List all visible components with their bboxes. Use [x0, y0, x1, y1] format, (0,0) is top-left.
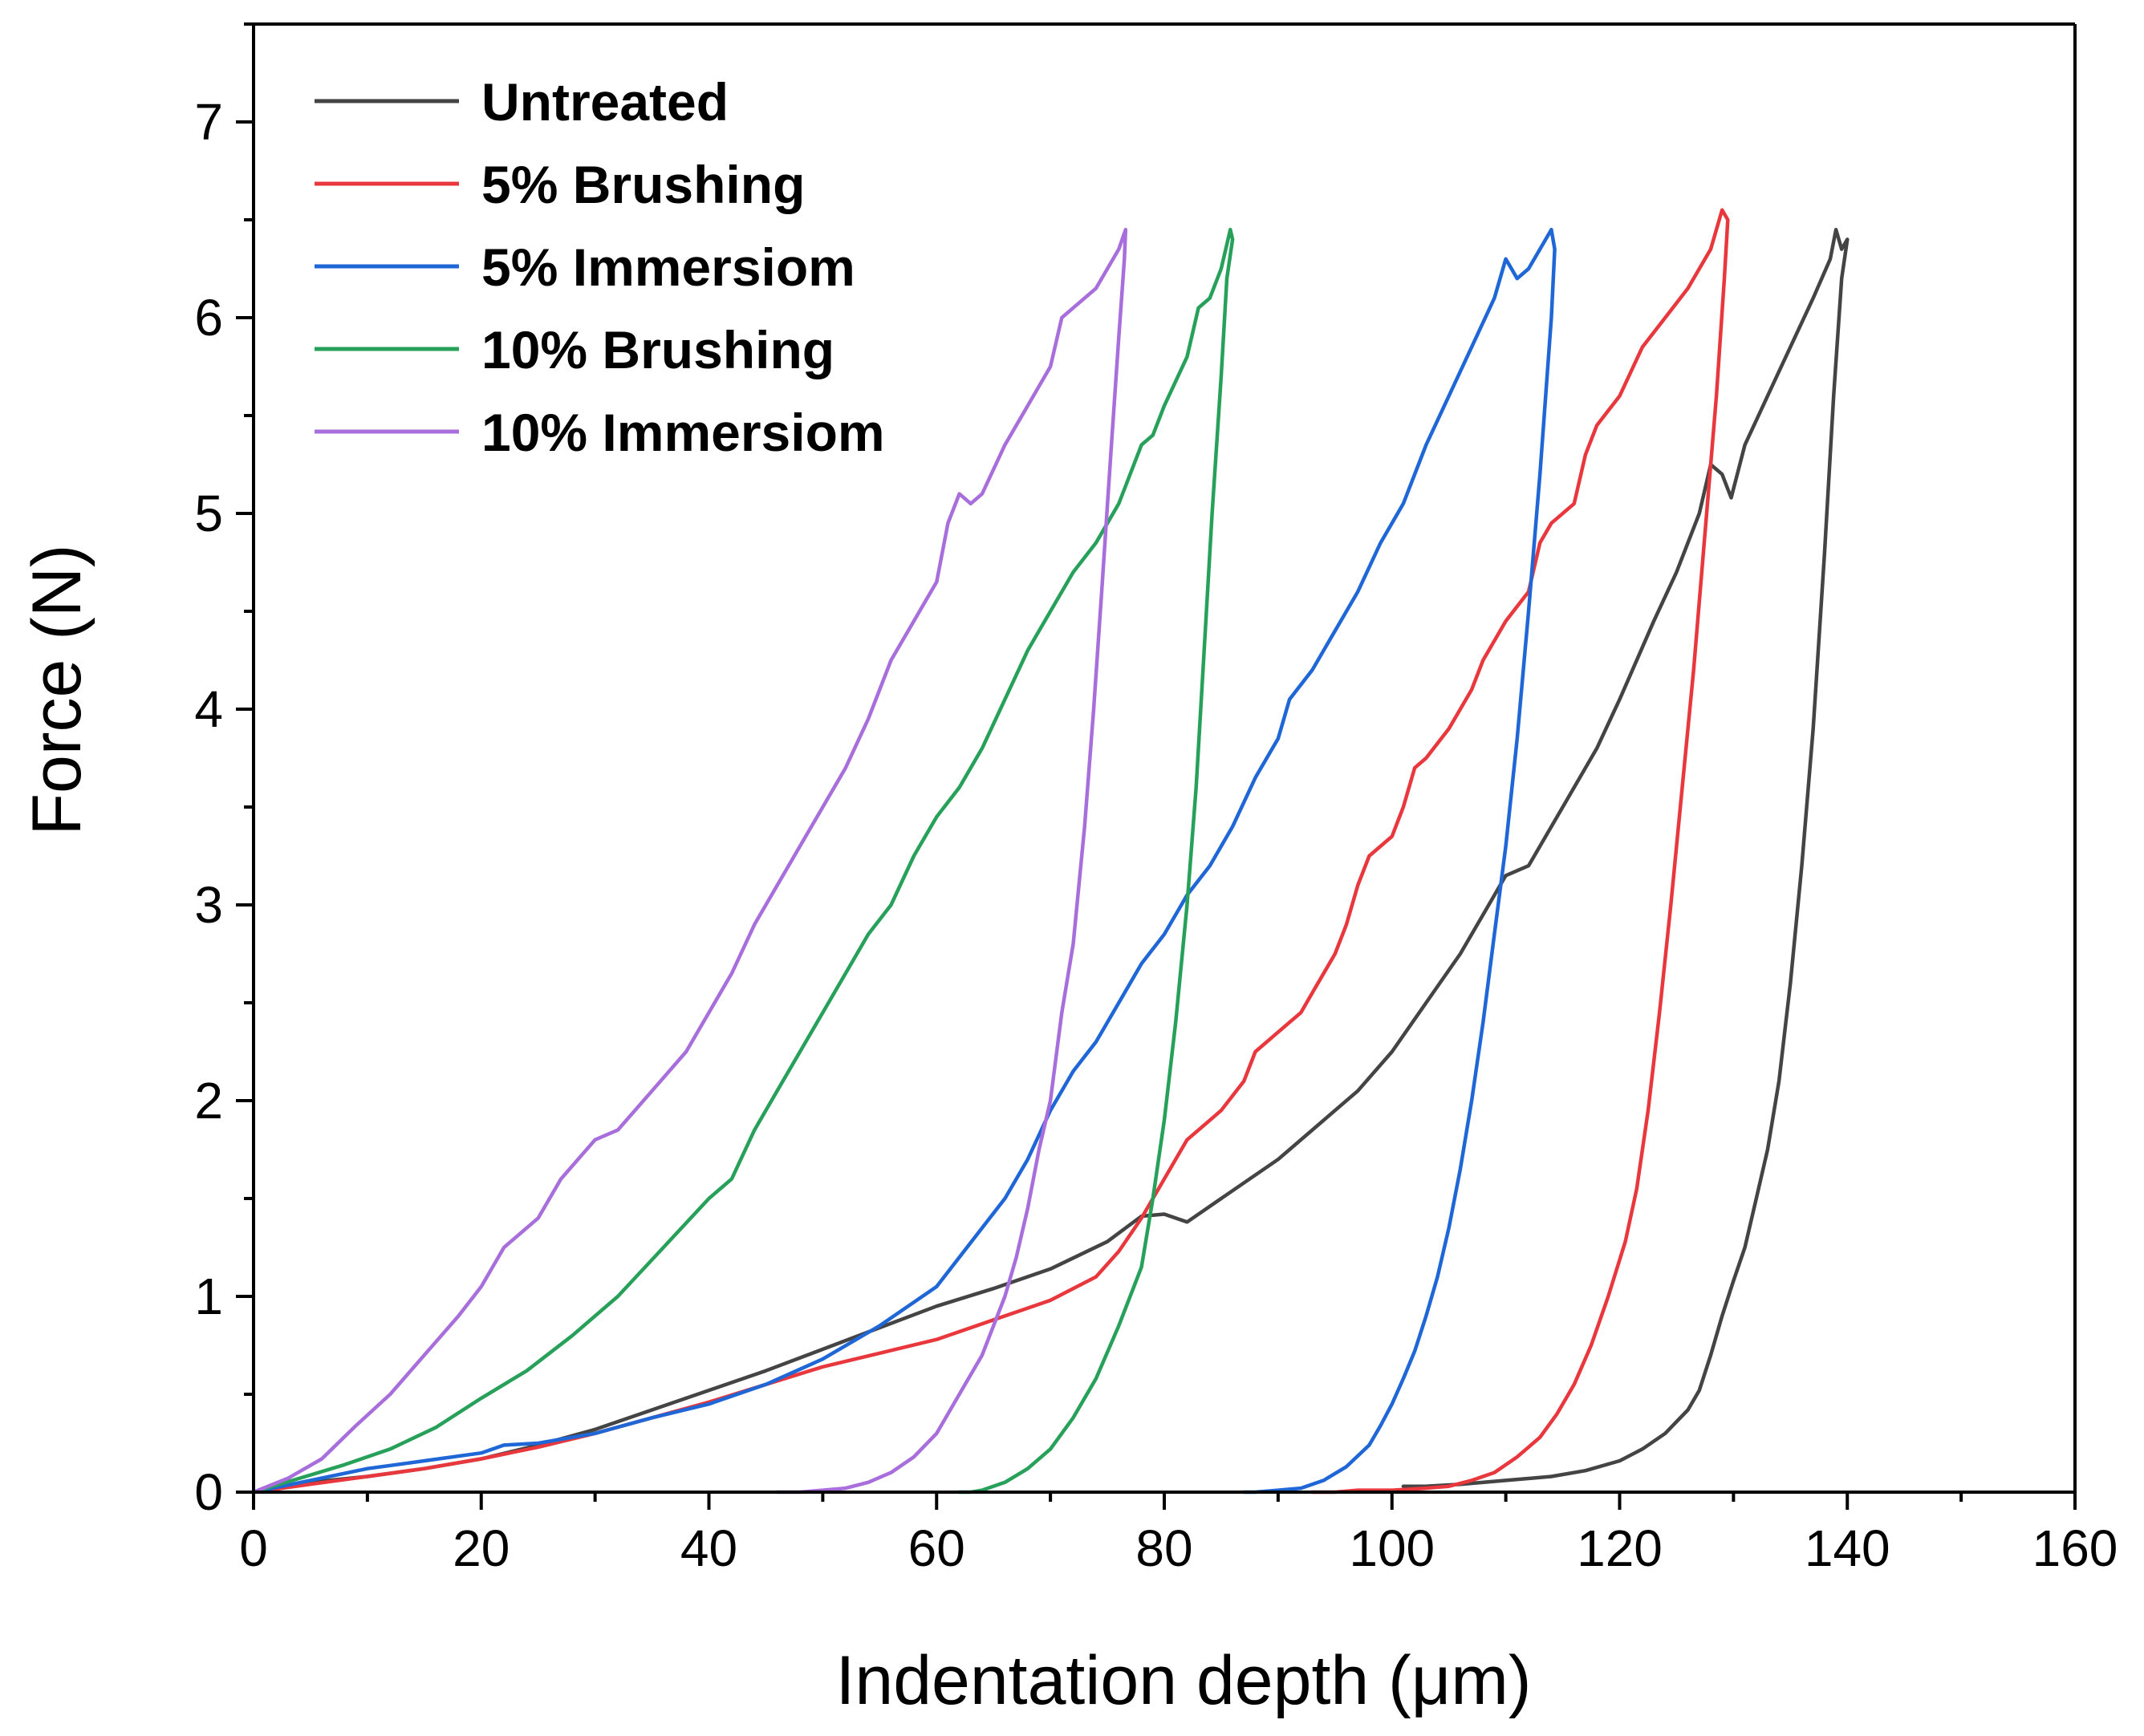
x-tick-label: 60: [908, 1519, 965, 1577]
x-tick-label: 0: [239, 1519, 268, 1577]
axes-layer: 0 20 40 60 80 100 120 140 160 0 1 2 3 4 5 6 7: [194, 22, 2118, 1577]
y-tick-label: 6: [194, 289, 223, 347]
y-tick-label: 3: [194, 876, 223, 934]
legend-label-10pct-immersiom: 10% Immersiom: [481, 403, 885, 462]
x-tick-label: 100: [1349, 1519, 1435, 1577]
x-tick-label: 20: [453, 1519, 510, 1577]
series-line-10pct-brushing: [251, 227, 1235, 1495]
series-layer: [251, 208, 1850, 1495]
y-tick-label: 7: [194, 93, 223, 151]
legend-label-10pct-brushing: 10% Brushing: [481, 320, 834, 379]
legend-label-untreated: Untreated: [481, 72, 729, 132]
legend-label-5pct-immersiom: 5% Immersiom: [481, 237, 855, 297]
x-tick-label: 40: [680, 1519, 737, 1577]
x-axis-title: Indentation depth (μm): [835, 1642, 1531, 1719]
series-line-untreated: [251, 227, 1850, 1495]
x-tick-label: 140: [1805, 1519, 1890, 1577]
y-tick-label: 5: [194, 485, 223, 542]
x-tick-label: 80: [1135, 1519, 1192, 1577]
y-tick-label: 4: [194, 680, 223, 738]
x-tick-label: 120: [1577, 1519, 1663, 1577]
legend-label-5pct-brushing: 5% Brushing: [481, 155, 805, 214]
y-axis-title: Force (N): [18, 544, 95, 835]
series-line-5pct-immersiom: [251, 227, 1557, 1495]
series-line-10pct-immersiom: [251, 227, 1128, 1495]
y-tick-label: 0: [194, 1463, 223, 1521]
legend: Untreated 5% Brushing 5% Immersiom 10% Brus…: [315, 72, 885, 462]
y-tick-label: 1: [194, 1268, 223, 1325]
series-line-5pct-brushing: [251, 208, 1730, 1495]
y-tick-label: 2: [194, 1072, 223, 1130]
x-tick-label: 160: [2032, 1519, 2118, 1577]
